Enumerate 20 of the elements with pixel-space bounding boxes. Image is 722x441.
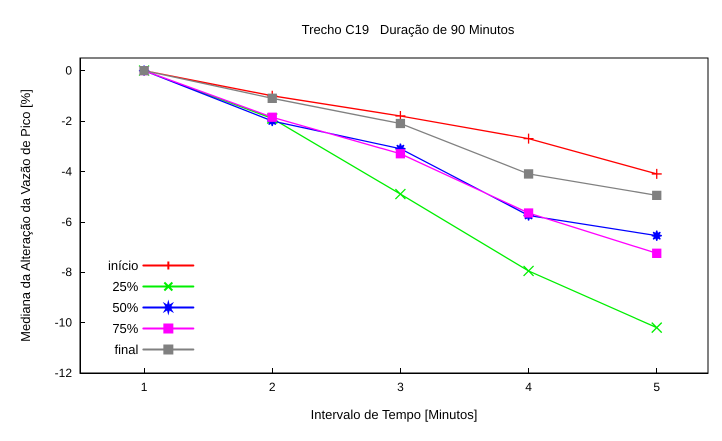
y-tick-label: -6	[61, 214, 72, 229]
legend-label: 25%	[112, 279, 139, 294]
legend-label: 50%	[112, 300, 139, 315]
y-tick-label: -8	[61, 265, 72, 280]
x-tick-label: 4	[525, 380, 532, 394]
y-tick-label: 0	[65, 64, 72, 78]
legend-label: final	[114, 342, 138, 357]
y-tick-label: -10	[54, 316, 72, 330]
y-tick-label: -2	[61, 114, 72, 128]
y-tick-label: -4	[61, 164, 72, 178]
y-axis-title: Mediana da Alteração da Vazão de Pico [%]	[18, 89, 33, 342]
y-tick-label: -12	[54, 366, 72, 380]
x-tick-label: 5	[653, 380, 660, 394]
chart-title: Trecho C19 Duração de 90 Minutos	[302, 22, 515, 37]
legend-label: 75%	[112, 321, 139, 336]
x-tick-label: 3	[397, 380, 404, 394]
legend-label: início	[108, 258, 138, 273]
x-tick-label: 2	[268, 380, 276, 394]
x-axis-title: Intervalo de Tempo [Minutos]	[310, 407, 478, 422]
x-tick-label: 1	[140, 380, 148, 394]
